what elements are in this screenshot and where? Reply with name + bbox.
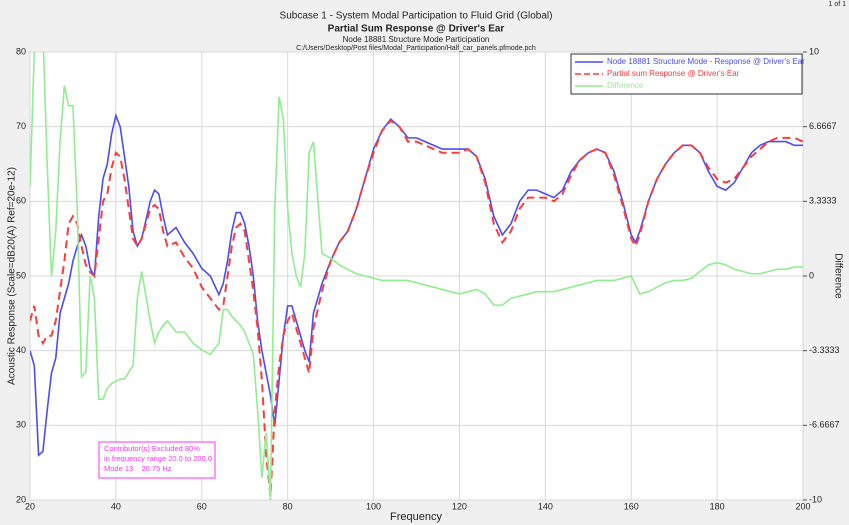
- annotation-text: Mode 13 26.75 Hz: [104, 464, 172, 473]
- x-tick-label: 40: [111, 501, 121, 511]
- chart-title: Subcase 1 - System Modal Participation t…: [280, 11, 553, 22]
- x-tick-label: 180: [710, 501, 725, 511]
- y2-tick-label: 3.3333: [809, 196, 837, 206]
- y2-tick-label: 6.6667: [809, 121, 837, 131]
- y2-tick-label: -6.6667: [809, 420, 840, 430]
- y-tick-label: 50: [16, 270, 26, 280]
- annotation-text: Contributor(s) Excluded 80%: [104, 444, 200, 453]
- chart-subtitle: Partial Sum Response @ Driver's Ear: [328, 24, 505, 35]
- x-tick-label: 60: [197, 501, 207, 511]
- y-tick-label: 30: [16, 420, 26, 430]
- y-axis-label: Acoustic Response (Scale=dB20(A) Ref=20e…: [7, 167, 18, 385]
- y2-tick-label: 10: [809, 46, 819, 56]
- y-tick-label: 70: [16, 121, 26, 131]
- x-tick-label: 80: [283, 501, 293, 511]
- series-line: [30, 112, 803, 457]
- legend-label: Node 18881 Structure Mode - Response @ D…: [607, 57, 805, 66]
- annotation-box: [98, 441, 216, 479]
- x-tick-label: 160: [624, 501, 639, 511]
- x-tick-label: 120: [452, 501, 467, 511]
- annotation-text: in frequency range 20.0 to 200.0: [104, 454, 212, 463]
- y2-axis-label: Difference: [832, 253, 843, 299]
- legend-label: Partial sum Response @ Driver's Ear: [607, 69, 740, 78]
- y-tick-label: 60: [16, 196, 26, 206]
- y-tick-label: 20: [16, 494, 26, 504]
- x-tick-label: 200: [795, 501, 810, 511]
- series-group: [30, 52, 803, 500]
- legend: Node 18881 Structure Mode - Response @ D…: [570, 53, 805, 95]
- series-line: [30, 119, 803, 497]
- x-tick-label: 140: [538, 501, 553, 511]
- y2-tick-label: -3.3333: [809, 345, 840, 355]
- x-tick-label: 100: [366, 501, 381, 511]
- chart-subtitle: Node 18881 Structure Mode Participation: [343, 35, 490, 44]
- x-axis-label: Frequency: [390, 511, 442, 523]
- y-tick-label: 80: [16, 46, 26, 56]
- y2-tick-label: -10: [809, 494, 822, 504]
- page-label: 1 of 1: [828, 1, 846, 8]
- file-path: C:/Users/Desktop/Post files/Modal_Partic…: [296, 45, 536, 52]
- legend-box: [570, 53, 803, 95]
- annotation: Contributor(s) Excluded 80%in frequency …: [104, 444, 212, 473]
- y2-tick-label: 0: [809, 270, 814, 280]
- y-tick-label: 40: [16, 345, 26, 355]
- series-line: [30, 52, 803, 500]
- legend-label: Difference: [607, 81, 644, 90]
- x-tick-label: 20: [25, 501, 35, 511]
